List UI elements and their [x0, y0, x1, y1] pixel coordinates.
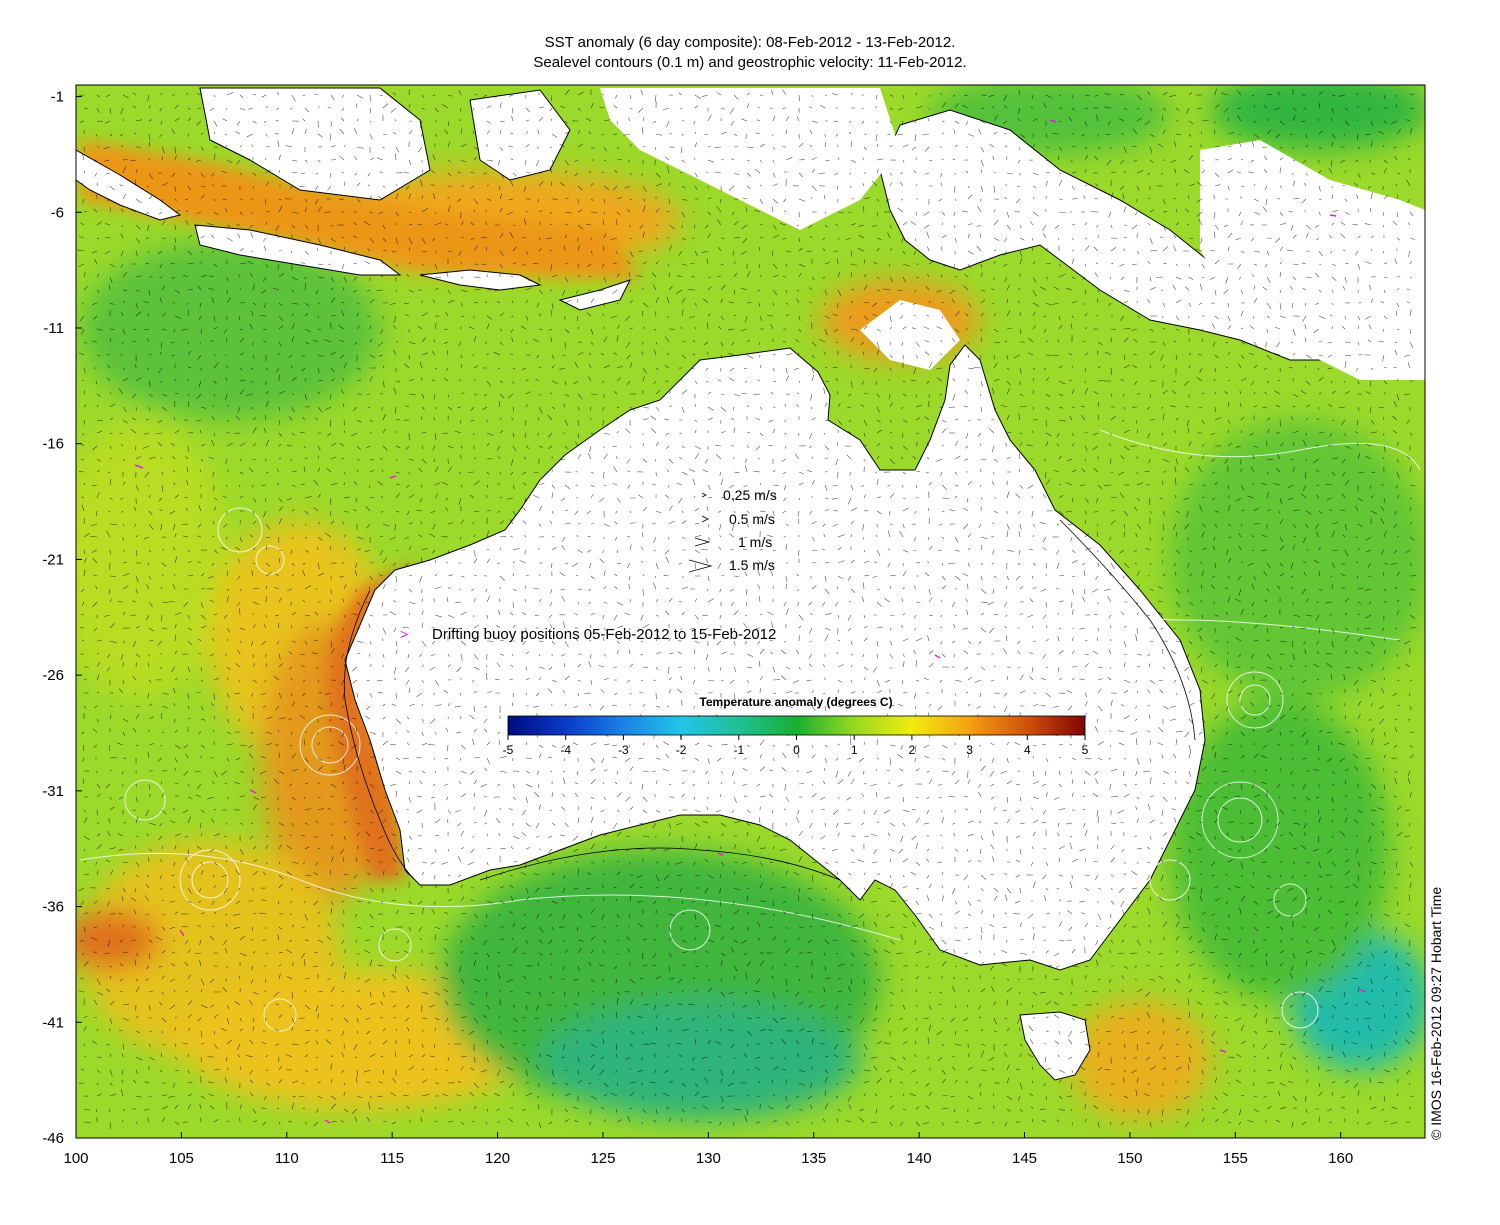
velocity-label-15: 1.5 m/s — [729, 557, 775, 573]
lon-tick-label: 135 — [801, 1150, 826, 1167]
lon-tick-label: 160 — [1328, 1150, 1353, 1167]
velocity-arrow-05 — [701, 515, 709, 523]
lat-tick-label: -16 — [42, 436, 64, 453]
lat-tick-label: -36 — [42, 899, 64, 916]
colorbar-title: Temperature anomaly (degrees C) — [699, 695, 892, 709]
colorbar-tick-label: -4 — [560, 743, 571, 757]
lat-tick-label: -31 — [42, 783, 64, 800]
lat-tick-label: -26 — [42, 667, 64, 684]
lon-tick-label: 110 — [275, 1150, 299, 1167]
longitude-axis: 100 105 110 115 120 125 130 135 140 145 150 155 160 — [63, 1132, 1353, 1167]
velocity-label-025: 0.25 m/s — [723, 487, 777, 503]
lon-tick-label: 130 — [696, 1150, 721, 1167]
velocity-label-05: 0.5 m/s — [729, 511, 775, 527]
lon-tick-label: 105 — [169, 1150, 194, 1167]
colorbar: Temperature anomaly (degrees C) -5 -4 -3 -2… — [503, 695, 1089, 757]
colorbar-tick-label: 4 — [1024, 743, 1031, 757]
colorbar-tick-label: -2 — [676, 743, 687, 757]
lon-tick-label: 125 — [590, 1150, 615, 1167]
sst-anomaly-field: 0.25 m/s 0.5 m/s 1 m/s 1.5 m/s > Driftin… — [76, 85, 1425, 1138]
lon-tick-label: 120 — [485, 1150, 510, 1167]
buoy-legend: > Drifting buoy positions 05-Feb-2012 to… — [400, 626, 776, 643]
buoy-legend-symbol: > — [400, 626, 408, 642]
lon-tick-label: 145 — [1012, 1150, 1037, 1167]
velocity-arrow-1 — [694, 537, 711, 547]
velocity-vectors — [77, 88, 1417, 1129]
map-title: SST anomaly (6 day composite): 08-Feb-20… — [544, 34, 956, 51]
colorbar-tick-label: 5 — [1082, 743, 1089, 757]
lon-tick-label: 150 — [1117, 1150, 1142, 1167]
colorbar-tick-label: 3 — [966, 743, 973, 757]
lat-tick-label: -6 — [51, 204, 64, 221]
lat-tick-label: -46 — [42, 1130, 64, 1147]
lon-tick-label: 140 — [907, 1150, 932, 1167]
colorbar-tick-label: 0 — [793, 743, 800, 757]
velocity-arrow-15 — [688, 559, 713, 573]
buoy-tracks — [134, 119, 1367, 1124]
colorbar-gradient — [507, 715, 1086, 736]
velocity-label-1: 1 m/s — [738, 534, 772, 550]
lat-tick-label: -21 — [42, 551, 64, 568]
lon-tick-label: 115 — [380, 1150, 404, 1167]
shelf-contour — [343, 519, 1196, 881]
lat-tick-label: -41 — [42, 1014, 64, 1031]
colorbar-ticks: -5 -4 -3 -2 -1 0 1 2 3 4 5 — [503, 735, 1089, 757]
velocity-scale-legend: 0.25 m/s 0.5 m/s 1 m/s 1.5 m/s — [688, 487, 777, 573]
map-subtitle: Sealevel contours (0.1 m) and geostrophi… — [533, 54, 967, 71]
plot-frame — [75, 84, 1426, 1139]
sealevel-contours — [79, 429, 1421, 1032]
lon-tick-label: 155 — [1223, 1150, 1248, 1167]
velocity-arrow-025 — [701, 492, 707, 498]
colorbar-tick-label: 1 — [851, 743, 858, 757]
latitude-axis: -1 -6 -11 -16 -21 -26 -31 -36 -41 -46 — [42, 89, 82, 1147]
colorbar-tick-label: -5 — [503, 743, 514, 757]
credit-text: © IMOS 16-Feb-2012 09:27 Hobart Time — [1428, 886, 1444, 1140]
colorbar-tick-label: -1 — [733, 743, 744, 757]
colorbar-tick-label: -3 — [618, 743, 629, 757]
buoy-legend-label: Drifting buoy positions 05-Feb-2012 to 1… — [432, 626, 776, 643]
colorbar-tick-label: 2 — [909, 743, 916, 757]
land-masses — [76, 87, 1425, 1081]
lat-tick-label: -11 — [43, 320, 64, 337]
lat-tick-label: -1 — [51, 89, 64, 106]
velocity-vector-field — [77, 88, 1417, 1129]
lon-tick-label: 100 — [63, 1150, 88, 1167]
